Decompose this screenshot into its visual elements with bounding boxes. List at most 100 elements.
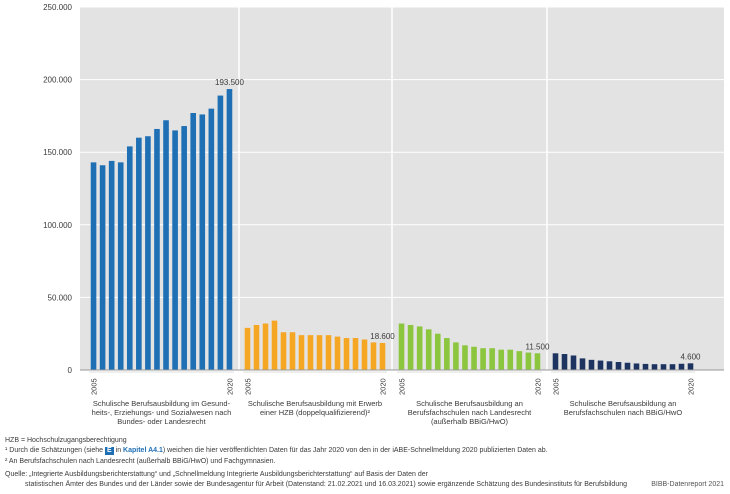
group-caption-line: Schulische Berufsausbildung an (570, 399, 677, 408)
x-tick-label: 2020 (687, 378, 696, 395)
bar (525, 352, 532, 370)
bar (334, 336, 341, 370)
x-tick-label: 2005 (244, 378, 253, 395)
bar (117, 162, 124, 370)
bar (361, 339, 368, 370)
group-caption-line: Berufsfachschulen nach BBiG/HwO (564, 408, 683, 417)
group-caption-line: Bundes- oder Landesrecht (117, 417, 206, 426)
bar (615, 362, 622, 370)
footnote-1-text-a: ¹ Durch die Schätzungen (siehe (5, 447, 104, 454)
bar (407, 324, 414, 370)
bar (289, 332, 296, 370)
bar-chart: 250.000 200.000 150.000 100.000 50.000 0 193.5… (43, 3, 724, 426)
y-tick-label: 200.000 (43, 76, 72, 85)
report-credit: BIBB-Datenreport 2021 (651, 481, 724, 488)
bar (398, 323, 405, 370)
y-tick-label: 150.000 (43, 148, 72, 157)
bar (244, 327, 251, 370)
bar (434, 333, 441, 370)
x-tick-label: 2005 (90, 378, 99, 395)
bar (172, 130, 178, 370)
bar (606, 361, 613, 370)
bar (444, 338, 450, 370)
bar (425, 329, 432, 370)
bar (90, 162, 97, 370)
bar (154, 128, 160, 370)
footnote-hzb: HZB = Hochschulzugangsberechtigung (5, 437, 127, 444)
x-tick-label: 2005 (398, 378, 407, 395)
bar (633, 363, 640, 370)
group-caption-line: Schulische Berufsausbildung an (416, 399, 523, 408)
group-caption-line: (außerhalb BBiG/HwO) (431, 417, 509, 426)
bar (552, 353, 559, 370)
bar (651, 364, 658, 370)
bar (325, 335, 332, 370)
bar (416, 326, 423, 370)
bar (379, 342, 386, 370)
y-tick-label: 0 (68, 366, 73, 375)
bar (516, 351, 523, 370)
e-badge-icon: E (105, 447, 114, 455)
footnote-1: ¹ Durch die Schätzungen (siehe E in Kapi… (5, 446, 548, 455)
plot-area (80, 7, 724, 370)
group-caption-line: heits-, Erziehungs- und Sozialwesen nach (92, 408, 232, 417)
x-tick-label: 2020 (225, 378, 234, 395)
bar (678, 363, 685, 370)
bar (480, 348, 486, 370)
bar (280, 332, 287, 370)
bar (181, 126, 187, 371)
data-label: 18.600 (370, 332, 395, 341)
bar (163, 120, 169, 370)
group-caption-line: Berufsfachschulen nach Landesrecht (408, 408, 532, 417)
bar (687, 363, 694, 370)
bar (660, 364, 667, 370)
data-label: 4.600 (680, 352, 701, 361)
bar (126, 146, 133, 370)
bar (217, 95, 224, 371)
bar (316, 335, 323, 370)
y-tick-label: 100.000 (43, 221, 72, 230)
bar (226, 89, 233, 371)
bar (352, 338, 359, 370)
source-line-2: statistischen Ämter des Bundes und der L… (25, 481, 627, 488)
bar (534, 353, 541, 370)
x-tick-label: 2005 (552, 378, 561, 395)
bar (498, 349, 505, 370)
bar (489, 348, 495, 370)
bar (271, 320, 278, 370)
bar (471, 346, 477, 370)
chapter-link[interactable]: Kapitel A4.1 (123, 447, 163, 454)
bar (253, 324, 260, 370)
footnote-1-text-b: ) weichen die hier veröffentlichten Date… (162, 447, 548, 454)
data-label: 11.500 (526, 342, 550, 351)
bar (453, 342, 459, 370)
bar (262, 323, 269, 370)
source-line-1: Quelle: „Integrierte Ausbildungsberichte… (5, 471, 428, 478)
bar (579, 358, 586, 370)
bar (190, 112, 197, 370)
bar (624, 362, 631, 370)
data-label: 193.500 (215, 78, 244, 87)
bar (669, 364, 676, 370)
bar (507, 349, 514, 370)
bar (597, 360, 604, 370)
bar (642, 363, 649, 370)
bar (145, 136, 151, 370)
bar (136, 137, 142, 370)
group-caption-line: Schulische Berufsausbildung im Gesund- (93, 399, 231, 408)
bar (99, 165, 106, 370)
x-tick-label: 2020 (533, 378, 542, 395)
x-tick-label: 2020 (379, 378, 388, 395)
bar (199, 114, 206, 370)
footnote-1-in: in (115, 447, 122, 454)
group-caption-line: Schulische Berufsausbildung mit Erwerb (248, 399, 382, 408)
footnote-2: ² An Berufsfachschulen nach Landesrecht … (5, 458, 276, 465)
bar (561, 354, 568, 370)
bar (370, 342, 377, 370)
bar (462, 345, 468, 370)
bar (208, 108, 215, 370)
bar (343, 338, 350, 370)
bar (298, 335, 305, 370)
bar (307, 335, 314, 370)
